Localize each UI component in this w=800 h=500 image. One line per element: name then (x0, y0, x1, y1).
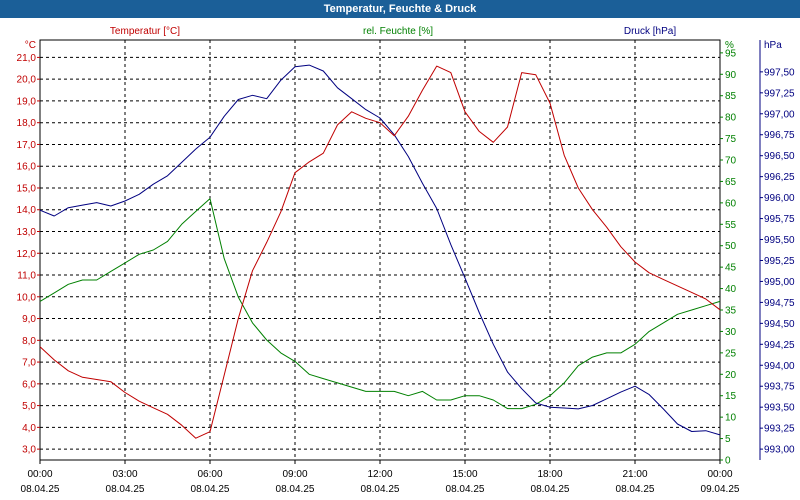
series-line-temperature (39, 65, 721, 439)
y-right-pressure-tick-label: 993,25 (764, 424, 795, 435)
y-left-unit: °C (25, 40, 36, 51)
y-right-humidity-tick-label: 75 (725, 134, 737, 145)
y-right-pressure-tick-label: 993,00 (764, 445, 795, 456)
x-tick-date: 08.04.25 (616, 484, 655, 495)
y-left-tick-label: 9,0 (22, 314, 36, 325)
y-left-tick-label: 4,0 (22, 423, 36, 434)
y-left-tick-label: 18,0 (17, 118, 37, 129)
x-tick-date: 09.04.25 (701, 484, 740, 495)
y-right-humidity-tick-label: 80 (725, 113, 737, 124)
y-left-tick-label: 10,0 (17, 292, 37, 303)
y-right-pressure-tick-label: 995,25 (764, 256, 795, 267)
y-right-pressure-tick-label: 996,75 (764, 130, 795, 141)
x-tick-date: 08.04.25 (276, 484, 315, 495)
y-right-pressure-tick-label: 994,75 (764, 298, 795, 309)
y-left-tick-label: 21,0 (17, 53, 37, 64)
y-right-humidity-tick-label: 20 (725, 370, 737, 381)
x-tick-time: 09:00 (282, 469, 307, 480)
y-right-pressure-tick-label: 997,25 (764, 88, 795, 99)
x-tick-date: 08.04.25 (191, 484, 230, 495)
legend-humidity: rel. Feuchte [%] (363, 26, 433, 37)
y-right-humidity-tick-label: 90 (725, 70, 737, 81)
series-line-humidity (39, 198, 721, 410)
y-right-humidity-tick-label: 30 (725, 327, 737, 338)
y-right-pressure-tick-label: 995,00 (764, 277, 795, 288)
y-left-tick-label: 14,0 (17, 205, 37, 216)
x-tick-date: 08.04.25 (531, 484, 570, 495)
y-right-humidity-tick-label: 55 (725, 220, 737, 231)
y-right-humidity-tick-label: 95 (725, 48, 737, 59)
x-tick-time: 00:00 (707, 469, 732, 480)
y-right-humidity-tick-label: 40 (725, 284, 737, 295)
y-left-tick-label: 16,0 (17, 162, 37, 173)
x-tick-time: 15:00 (452, 469, 477, 480)
legend-temperature: Temperatur [°C] (110, 26, 180, 37)
y-right-pressure-tick-label: 994,00 (764, 361, 795, 372)
x-tick-date: 08.04.25 (106, 484, 145, 495)
y-right-humidity-tick-label: 0 (725, 456, 731, 467)
y-right-humidity-tick-label: 35 (725, 306, 737, 317)
y-right-humidity-tick-label: 60 (725, 198, 737, 209)
legend-pressure: Druck [hPa] (624, 26, 676, 37)
x-tick-date: 08.04.25 (21, 484, 60, 495)
y-right-pressure-tick-label: 994,50 (764, 319, 795, 330)
y-right-pressure-tick-label: 995,75 (764, 214, 795, 225)
chart-title: Temperatur, Feuchte & Druck (0, 0, 800, 18)
y-left-tick-label: 11,0 (17, 271, 36, 282)
y-left-tick-label: 7,0 (22, 358, 36, 369)
y-left-tick-label: 12,0 (17, 249, 37, 260)
y-right-humidity-tick-label: 5 (725, 434, 731, 445)
y-right-pressure-tick-label: 997,00 (764, 109, 795, 120)
y-right-humidity-tick-label: 45 (725, 263, 737, 274)
x-tick-date: 08.04.25 (361, 484, 400, 495)
y-left-tick-label: 17,0 (17, 140, 37, 151)
x-tick-date: 08.04.25 (446, 484, 485, 495)
y-right-pressure-tick-label: 995,50 (764, 235, 795, 246)
y-left-tick-label: 6,0 (22, 379, 36, 390)
x-tick-time: 12:00 (367, 469, 392, 480)
x-tick-time: 21:00 (622, 469, 647, 480)
y-right-humidity-tick-label: 70 (725, 156, 737, 167)
y-left-tick-label: 20,0 (17, 75, 37, 86)
y-right-pressure-tick-label: 996,00 (764, 193, 795, 204)
y-right-pressure-tick-label: 994,25 (764, 340, 795, 351)
y-right-pressure-tick-label: 996,25 (764, 172, 795, 183)
y-right-humidity-tick-label: 65 (725, 177, 737, 188)
y-right-humidity-tick-label: 15 (725, 391, 737, 402)
y-left-tick-label: 3,0 (22, 445, 36, 456)
x-tick-time: 06:00 (197, 469, 222, 480)
y-right-pressure-unit: hPa (764, 40, 782, 51)
y-right-humidity-tick-label: 10 (725, 413, 737, 424)
y-right-pressure-tick-label: 996,50 (764, 151, 795, 162)
x-tick-time: 18:00 (537, 469, 562, 480)
y-left-tick-label: 13,0 (17, 227, 37, 238)
y-right-pressure-tick-label: 993,75 (764, 382, 795, 393)
y-left-tick-label: 19,0 (17, 96, 37, 107)
x-tick-time: 00:00 (27, 469, 52, 480)
y-right-humidity-tick-label: 25 (725, 348, 737, 359)
y-right-pressure-tick-label: 997,50 (764, 67, 795, 78)
series-line-pressure (39, 64, 721, 436)
y-left-tick-label: 15,0 (17, 183, 37, 194)
y-right-humidity-unit: % (725, 40, 734, 51)
y-left-tick-label: 5,0 (22, 401, 36, 412)
x-tick-time: 03:00 (112, 469, 137, 480)
y-right-humidity-tick-label: 50 (725, 241, 737, 252)
y-right-humidity-tick-label: 85 (725, 91, 737, 102)
y-left-tick-label: 8,0 (22, 336, 36, 347)
y-right-pressure-tick-label: 993,50 (764, 403, 795, 414)
